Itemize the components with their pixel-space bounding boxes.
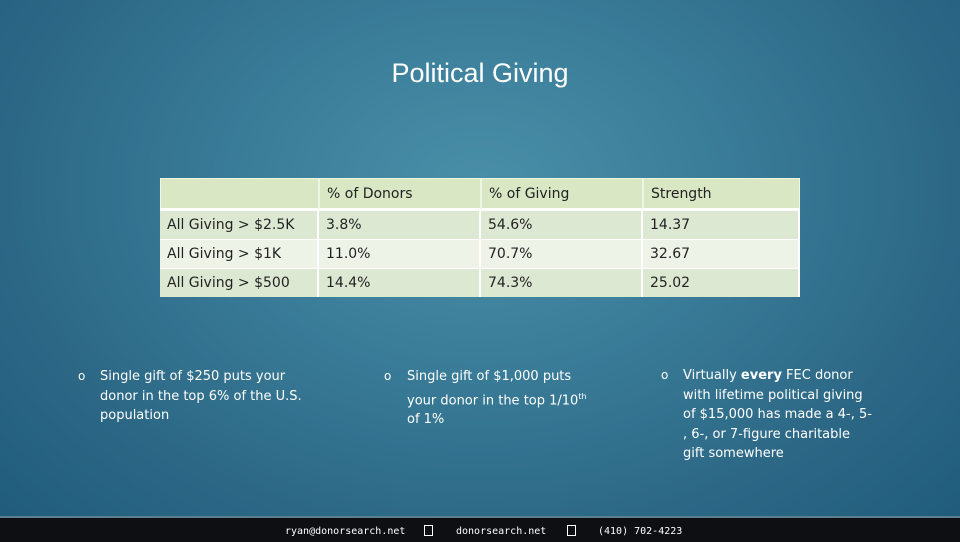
bullet-text: Single gift of $250 puts your donor in t… xyxy=(100,367,302,426)
bullet-line: of 1% xyxy=(407,412,445,428)
footer-email[interactable]: ryan@donorsearch.net xyxy=(285,526,406,537)
table-row: All Giving > $500 14.4% 74.3% 25.02 xyxy=(160,268,800,297)
table-header-cell: % of Giving xyxy=(481,178,643,210)
table-header-row: % of Donors % of Giving Strength xyxy=(160,178,800,210)
bullet-line: your donor in the top 1/10th xyxy=(407,387,587,411)
bullet-marker-icon: o xyxy=(384,369,392,383)
bullet-text: Virtually every FEC donor with lifetime … xyxy=(683,366,872,464)
bullet-marker-icon: o xyxy=(661,368,669,382)
bullet-marker-icon: o xyxy=(78,369,86,383)
table-row: All Giving > $2.5K 3.8% 54.6% 14.37 xyxy=(160,210,800,239)
table-cell: 32.67 xyxy=(643,239,800,268)
table-cell: All Giving > $1K xyxy=(160,239,319,268)
table-header-cell xyxy=(160,178,319,210)
slide-title: Political Giving xyxy=(391,58,569,88)
giving-table: % of Donors % of Giving Strength All Giv… xyxy=(160,178,800,297)
footer-bar: ryan@donorsearch.net donorsearch.net (41… xyxy=(0,516,960,542)
footer-phone: (410) 702-4223 xyxy=(598,526,683,537)
table-cell: 74.3% xyxy=(481,268,643,297)
table-cell: 11.0% xyxy=(319,239,481,268)
bullet-line: Single gift of $1,000 puts xyxy=(407,369,572,384)
bullet-line: population xyxy=(100,408,170,423)
bullet-line: , 6-, or 7-figure charitable xyxy=(683,426,850,442)
bullet-line: Single gift of $250 puts your xyxy=(100,369,286,384)
bullet-line-text: FEC donor xyxy=(781,368,853,383)
table-header-cell: Strength xyxy=(643,178,800,210)
bold-word: every xyxy=(740,368,782,383)
bullet-text: Single gift of $1,000 puts your donor in… xyxy=(407,367,587,430)
table-cell: 70.7% xyxy=(481,239,643,268)
bullet-line: gift somewhere xyxy=(683,446,784,461)
table-cell: 14.4% xyxy=(319,268,481,297)
table-row: All Giving > $1K 11.0% 70.7% 32.67 xyxy=(160,239,800,268)
table-header-cell: % of Donors xyxy=(319,178,481,210)
bullet-line: donor in the top 6% of the U.S. xyxy=(100,388,302,404)
table-cell: 54.6% xyxy=(481,210,643,239)
bullet-line: with lifetime political giving xyxy=(683,387,863,403)
table-cell: 3.8% xyxy=(319,210,481,239)
table-cell: All Giving > $500 xyxy=(160,268,319,297)
footer-website[interactable]: donorsearch.net xyxy=(456,526,547,537)
table-cell: 25.02 xyxy=(643,268,800,297)
table-cell: 14.37 xyxy=(643,210,800,239)
separator-box-icon xyxy=(567,525,576,539)
bullet-line: Virtually every FEC donor xyxy=(683,366,872,386)
table-cell: All Giving > $2.5K xyxy=(160,210,319,239)
superscript: th xyxy=(578,391,587,401)
separator-box-icon xyxy=(424,525,433,539)
bullet-line: of $15,000 has made a 4-, 5- xyxy=(683,407,872,422)
bullet-line-text: Virtually xyxy=(683,368,741,383)
bullet-line-text: your donor in the top 1/10 xyxy=(407,392,579,408)
